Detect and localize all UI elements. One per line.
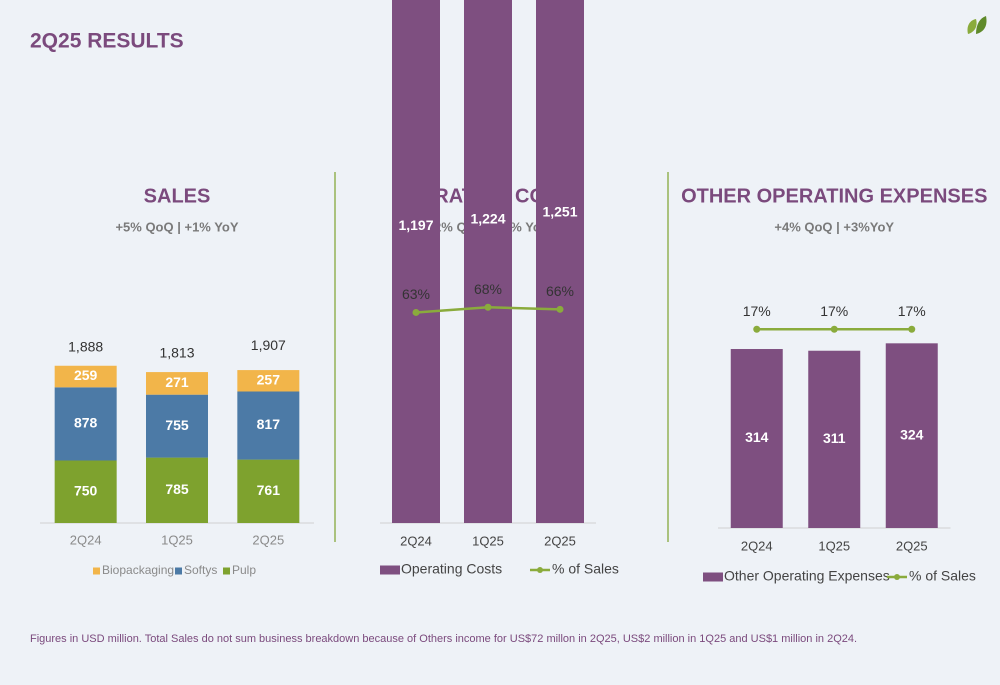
data-label: 750	[74, 482, 98, 498]
x-tick-label: 2Q24	[70, 532, 102, 547]
bar	[730, 349, 783, 528]
x-tick-label: 2Q25	[544, 533, 576, 548]
line-point	[556, 305, 564, 313]
bar	[237, 391, 300, 460]
line-point	[412, 308, 420, 316]
x-tick-label: 1Q25	[472, 533, 504, 548]
bar	[146, 457, 208, 523]
legend-label: % of Sales	[909, 568, 976, 584]
page-title: 2Q25 RESULTS	[30, 30, 184, 53]
data-label: 1,224	[470, 210, 505, 226]
chart-title: SALES	[144, 185, 211, 207]
x-tick-label: 2Q24	[400, 533, 432, 548]
legend-swatch	[894, 574, 900, 580]
bar	[885, 343, 938, 528]
data-label: 311	[823, 430, 846, 446]
legend-label: Pulp	[232, 563, 256, 577]
x-tick-label: 2Q25	[252, 532, 284, 547]
legend-label: Operating Costs	[401, 561, 502, 577]
data-label: 314	[745, 429, 769, 445]
x-tick-label: 1Q25	[161, 532, 193, 547]
chart-title: OTHER OPERATING EXPENSES	[681, 185, 987, 207]
legend-label: % of Sales	[552, 561, 619, 577]
data-label: 271	[165, 374, 189, 390]
line-point	[484, 303, 492, 311]
bar	[237, 370, 300, 392]
total-label: 1,813	[159, 345, 194, 361]
legend-label: Biopackaging	[102, 563, 174, 577]
x-tick-label: 2Q25	[896, 538, 928, 553]
legend-swatch	[93, 567, 100, 575]
bar	[464, 0, 512, 523]
bar	[54, 460, 117, 523]
data-label: 66%	[546, 283, 574, 299]
bar	[146, 372, 208, 395]
line-point	[830, 325, 838, 333]
footnote: Figures in USD million. Total Sales do n…	[30, 633, 857, 645]
legend-swatch	[380, 565, 400, 575]
legend-swatch	[703, 572, 723, 582]
data-label: 259	[74, 367, 98, 383]
bar	[54, 365, 117, 388]
data-label: 878	[74, 415, 98, 431]
data-label: 755	[165, 417, 189, 433]
x-tick-label: 2Q24	[741, 538, 773, 553]
data-label: 17%	[898, 303, 926, 319]
logo	[967, 16, 987, 34]
bar	[536, 0, 584, 523]
x-tick-label: 1Q25	[818, 538, 850, 553]
bar	[808, 350, 861, 528]
legend-swatch	[537, 567, 543, 573]
data-label: 68%	[474, 281, 502, 297]
data-label: 17%	[743, 303, 771, 319]
line-point	[753, 325, 761, 333]
legend-swatch	[175, 567, 182, 575]
data-label: 63%	[402, 286, 430, 302]
data-label: 817	[257, 416, 281, 432]
data-label: 761	[257, 482, 281, 498]
data-label: 1,197	[398, 217, 433, 233]
legend-label: Other Operating Expenses	[724, 568, 890, 584]
data-label: 324	[900, 426, 924, 442]
bar	[237, 459, 300, 523]
line-point	[908, 325, 916, 333]
legend-label: Softys	[184, 563, 217, 577]
chart-subtitle: +5% QoQ | +1% YoY	[115, 219, 238, 234]
bar	[54, 387, 117, 461]
legend-swatch	[223, 567, 230, 575]
data-label: 17%	[820, 303, 848, 319]
chart-subtitle: +4% QoQ | +3%YoY	[774, 219, 894, 234]
data-label: 257	[257, 371, 281, 387]
bar	[146, 394, 208, 458]
data-label: 785	[165, 481, 189, 497]
total-label: 1,888	[68, 338, 103, 354]
total-label: 1,907	[251, 337, 286, 353]
bar	[392, 0, 440, 523]
data-label: 1,251	[542, 204, 577, 220]
